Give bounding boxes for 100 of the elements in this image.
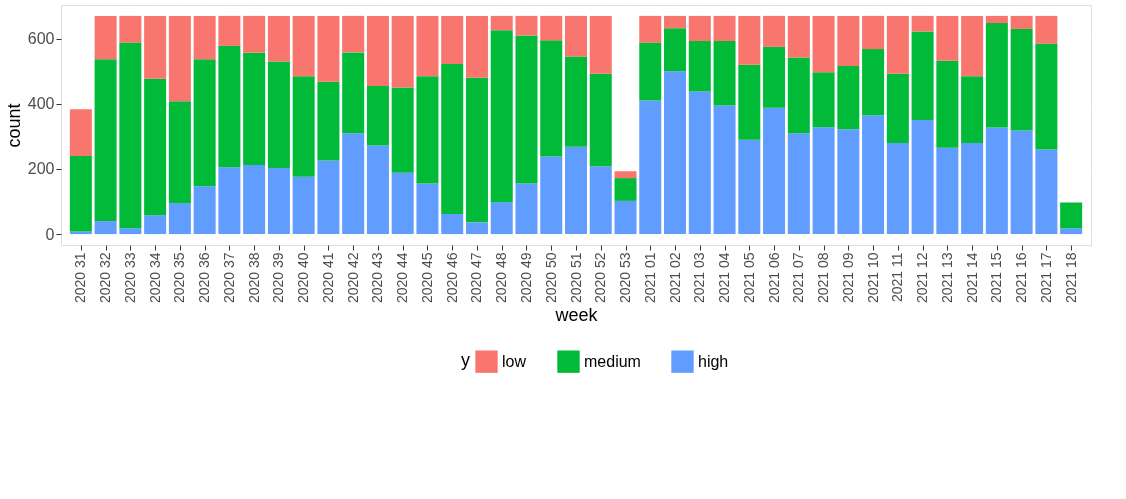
x-tick-label: 2021 14 <box>963 252 980 304</box>
bar <box>713 15 736 41</box>
bar <box>69 231 92 235</box>
bar <box>94 59 117 222</box>
bar <box>94 15 117 60</box>
bar <box>1010 15 1033 29</box>
bar <box>812 15 835 73</box>
bar <box>664 71 687 235</box>
x-tick-label: 2021 15 <box>988 252 1005 304</box>
bar <box>292 176 315 235</box>
bar <box>441 15 464 65</box>
bar <box>911 120 934 235</box>
x-tick-label: 2020 49 <box>517 252 534 304</box>
bar <box>713 105 736 235</box>
x-tick-label: 2020 43 <box>369 252 386 304</box>
bar <box>614 171 637 179</box>
x-tick-label: 2020 38 <box>245 252 262 304</box>
bar <box>193 15 216 60</box>
bar <box>936 60 959 148</box>
bar <box>366 85 389 146</box>
bar <box>812 72 835 128</box>
bar <box>292 76 315 177</box>
x-tick-label: 2021 04 <box>716 252 733 304</box>
bar <box>837 66 860 130</box>
bar <box>465 15 488 78</box>
bar <box>168 15 191 102</box>
bar <box>317 81 340 161</box>
bar <box>738 139 761 235</box>
bar <box>391 172 414 235</box>
x-tick-label: 2020 35 <box>171 252 188 304</box>
bar <box>515 15 538 36</box>
y-tick-label: 600 <box>27 30 55 48</box>
bar <box>1010 130 1033 235</box>
x-tick-label: 2021 18 <box>1062 252 1079 304</box>
x-tick-label: 2021 09 <box>839 252 856 304</box>
bar <box>763 15 786 47</box>
bar <box>292 15 315 77</box>
bar <box>936 147 959 235</box>
x-tick-label: 2020 45 <box>418 252 435 304</box>
x-tick-label: 2021 08 <box>815 252 832 304</box>
bar <box>119 228 142 235</box>
bar <box>1060 228 1083 235</box>
bar <box>1060 202 1083 229</box>
bar <box>243 15 266 53</box>
bar <box>267 15 290 62</box>
x-tick-label: 2020 40 <box>295 252 312 304</box>
bar <box>1035 43 1058 150</box>
legend-title: y <box>461 350 470 370</box>
bar <box>787 133 810 235</box>
bar <box>886 73 909 143</box>
bar <box>614 178 637 201</box>
x-tick-label: 2020 32 <box>97 252 114 304</box>
x-tick-label: 2020 31 <box>72 252 89 304</box>
bar <box>1035 15 1058 44</box>
x-tick-label: 2020 37 <box>220 252 237 304</box>
bar <box>416 183 439 235</box>
x-tick-label: 2020 47 <box>468 252 485 304</box>
bar <box>688 91 711 235</box>
bar <box>267 61 290 168</box>
bar <box>218 45 241 168</box>
x-tick-label: 2021 12 <box>914 252 931 304</box>
bar <box>366 15 389 86</box>
bar <box>911 15 934 32</box>
bar <box>763 107 786 235</box>
x-tick-label: 2021 02 <box>666 252 683 304</box>
bar <box>144 15 167 79</box>
bar <box>688 15 711 41</box>
bar <box>144 215 167 235</box>
y-tick-label: 400 <box>27 95 55 113</box>
bar <box>69 109 92 156</box>
bar <box>985 15 1008 24</box>
x-axis-title: week <box>554 305 599 326</box>
bar <box>168 203 191 235</box>
bar <box>119 15 142 43</box>
bar <box>1010 28 1033 131</box>
x-tick-label: 2020 51 <box>567 252 584 304</box>
bar <box>911 31 934 121</box>
y-tick-label: 0 <box>45 225 55 243</box>
bar <box>366 145 389 235</box>
x-tick-label: 2021 16 <box>1013 252 1030 304</box>
bar <box>144 78 167 216</box>
y-axis-title: count <box>3 103 24 148</box>
bar <box>540 15 563 41</box>
bar <box>565 146 587 235</box>
bar <box>589 73 612 167</box>
bar <box>787 57 810 134</box>
bar <box>639 42 662 101</box>
bar <box>738 15 761 65</box>
x-tick-label: 2020 53 <box>617 252 634 304</box>
bar <box>391 87 414 173</box>
bar <box>1035 149 1058 235</box>
bar <box>515 35 538 184</box>
x-tick-label: 2021 11 <box>889 252 906 303</box>
x-tick-label: 2020 44 <box>394 252 411 304</box>
bar <box>441 64 464 214</box>
bar <box>465 77 488 223</box>
bar <box>862 115 885 235</box>
bar <box>416 76 439 184</box>
bar <box>490 30 513 203</box>
bar <box>936 15 959 61</box>
